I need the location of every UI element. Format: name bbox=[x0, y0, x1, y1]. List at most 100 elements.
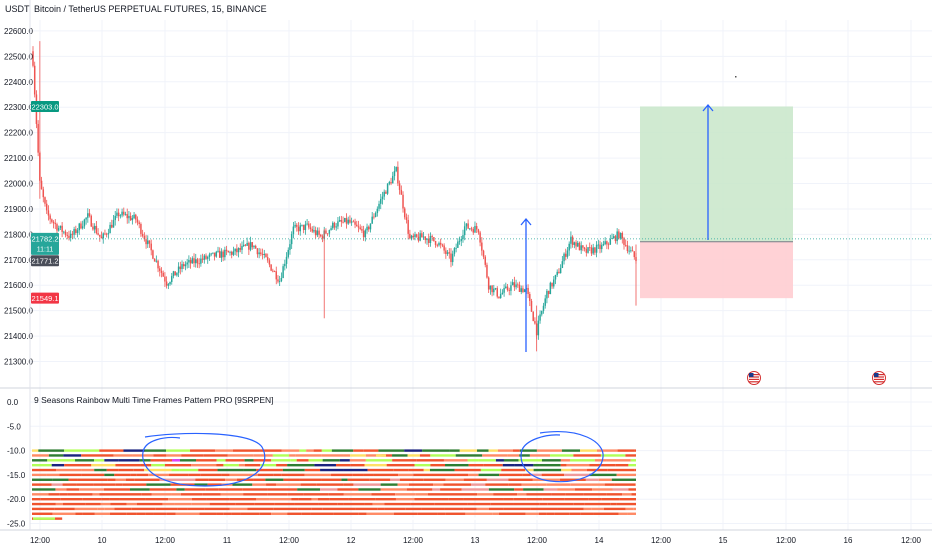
candle-body bbox=[592, 247, 594, 254]
heat-cell bbox=[519, 454, 530, 457]
candle-body bbox=[443, 245, 445, 251]
heat-cell bbox=[97, 517, 123, 520]
candle-body bbox=[633, 251, 636, 258]
heat-cell bbox=[244, 463, 261, 467]
heat-cell bbox=[591, 507, 604, 511]
heat-cell bbox=[265, 478, 284, 481]
heat-cell bbox=[32, 459, 48, 462]
candle-body bbox=[534, 321, 536, 324]
heat-cell bbox=[225, 478, 237, 481]
heat-cell bbox=[569, 512, 581, 515]
heat-cell bbox=[329, 498, 349, 501]
heat-cell bbox=[372, 502, 385, 506]
tiny-dot bbox=[735, 76, 737, 78]
heat-cell bbox=[546, 483, 571, 486]
heat-cell bbox=[399, 478, 424, 481]
heat-cell bbox=[449, 449, 460, 452]
candle-body bbox=[155, 260, 158, 262]
heat-cell bbox=[221, 473, 230, 477]
heat-cell bbox=[48, 454, 64, 457]
heat-cell bbox=[598, 478, 612, 481]
indicator-title[interactable]: 9 Seasons Rainbow Multi Time Frames Patt… bbox=[34, 395, 274, 405]
candle-body bbox=[143, 235, 146, 240]
candle-body bbox=[93, 225, 96, 230]
candle-body bbox=[421, 233, 423, 238]
heat-cell bbox=[452, 502, 468, 506]
heat-cell bbox=[407, 454, 420, 457]
candle-body bbox=[191, 258, 194, 264]
entry-price-badge: 21771.2 bbox=[31, 257, 58, 266]
candle-body bbox=[33, 65, 36, 95]
flag-canton bbox=[874, 373, 879, 377]
heat-cell bbox=[517, 493, 527, 496]
heat-cell bbox=[320, 488, 338, 491]
heat-cell bbox=[123, 449, 145, 452]
heat-cell bbox=[81, 449, 100, 452]
heat-cell bbox=[367, 468, 394, 472]
heat-cell bbox=[217, 468, 244, 472]
heat-cell bbox=[550, 454, 574, 457]
heat-cell bbox=[525, 512, 539, 515]
annotation-circles[interactable] bbox=[142, 431, 604, 487]
heat-cell bbox=[532, 478, 561, 481]
candle-body bbox=[439, 242, 442, 245]
heat-cell bbox=[422, 449, 450, 452]
candle-body bbox=[32, 51, 34, 66]
heat-cell bbox=[81, 454, 90, 457]
candle-body bbox=[378, 203, 380, 209]
heat-cell bbox=[148, 473, 170, 477]
candle-body bbox=[114, 215, 116, 221]
heat-cell bbox=[331, 449, 354, 452]
heat-cell bbox=[324, 517, 352, 520]
heat-cell bbox=[195, 478, 209, 481]
heat-cell bbox=[259, 512, 272, 515]
us-flag-icon[interactable] bbox=[747, 371, 761, 385]
candle-body bbox=[184, 264, 187, 267]
heat-cell bbox=[589, 517, 604, 520]
heat-cell bbox=[353, 449, 364, 452]
heat-cell bbox=[246, 517, 268, 520]
candle-body bbox=[217, 250, 219, 252]
heat-cell bbox=[32, 507, 55, 511]
candle-body bbox=[248, 242, 250, 250]
heat-cell bbox=[82, 512, 95, 515]
heat-cell bbox=[378, 449, 405, 452]
heat-cell bbox=[63, 454, 82, 457]
candle-body bbox=[109, 224, 111, 234]
us-flag-icon[interactable] bbox=[872, 371, 886, 385]
candle-body bbox=[129, 215, 132, 221]
candle-body bbox=[117, 212, 120, 217]
position-zones[interactable] bbox=[640, 76, 793, 299]
heat-cell bbox=[341, 478, 348, 481]
heat-cell bbox=[204, 507, 230, 511]
candle-body bbox=[611, 237, 613, 239]
candle-body bbox=[438, 242, 440, 246]
heat-cell bbox=[282, 468, 305, 472]
candle-body bbox=[345, 218, 348, 224]
candle-body bbox=[90, 215, 92, 227]
candle-body bbox=[606, 241, 608, 245]
heat-cell bbox=[405, 507, 422, 511]
candle-body bbox=[501, 292, 504, 295]
symbol-title[interactable]: Bitcoin / TetherUS PERPETUAL FUTURES, 15… bbox=[34, 4, 267, 14]
event-markers[interactable] bbox=[747, 371, 886, 385]
candle-body bbox=[424, 236, 427, 241]
candle-body bbox=[239, 248, 242, 250]
heat-cell bbox=[358, 512, 367, 515]
heat-cell bbox=[174, 502, 192, 506]
heat-cell bbox=[573, 454, 601, 457]
candle-body bbox=[71, 233, 74, 235]
candle-body bbox=[546, 290, 548, 299]
heat-cell bbox=[40, 498, 61, 501]
heat-cell bbox=[488, 488, 515, 491]
annotation-circle-left bbox=[142, 432, 266, 487]
candle-body bbox=[566, 250, 569, 257]
candle-body bbox=[85, 217, 87, 220]
candle-body bbox=[167, 284, 170, 286]
candle-body bbox=[179, 266, 182, 269]
annotation-arrows[interactable] bbox=[520, 103, 714, 352]
rainbow-heatmap bbox=[32, 449, 636, 520]
heat-cell bbox=[287, 463, 315, 467]
heat-cell bbox=[267, 517, 292, 520]
